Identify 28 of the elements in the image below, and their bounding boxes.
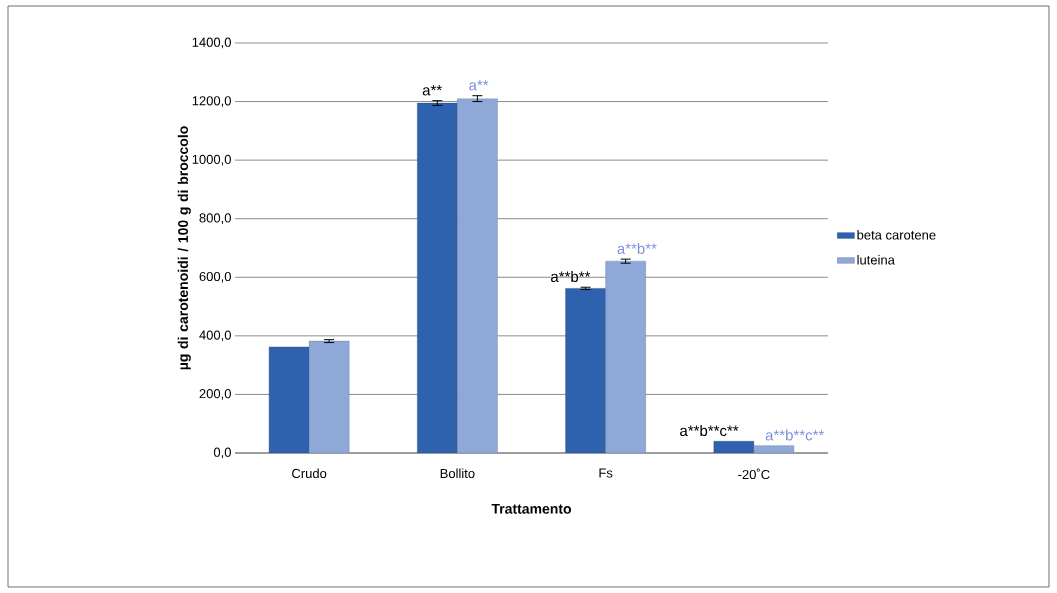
- bar: [457, 98, 498, 453]
- y-tick-label: 1400,0: [192, 37, 231, 49]
- x-tick-label: Bollito: [440, 468, 475, 479]
- data-label: a**b**: [617, 242, 657, 254]
- data-label: a**: [422, 85, 442, 96]
- data-label: a**b**: [551, 271, 591, 283]
- x-tick-label: Crudo: [292, 468, 327, 479]
- x-axis-title: Trattamento: [491, 503, 572, 514]
- legend-label: luteina: [857, 254, 895, 265]
- bar: [268, 346, 310, 453]
- bar: [605, 260, 646, 453]
- y-tick-label: 600,0: [199, 271, 231, 283]
- data-label: a**b**c**: [680, 425, 739, 437]
- y-axis-title: µg di carotenoidi / 100 g di broccolo: [177, 126, 191, 370]
- x-tick-label: Fs: [599, 468, 613, 478]
- bar: [417, 102, 458, 453]
- y-tick-label: 1000,0: [192, 154, 231, 166]
- y-tick-label: 1200,0: [192, 96, 231, 107]
- y-tick-label: 800,0: [199, 213, 231, 225]
- y-tick-label: 400,0: [199, 330, 231, 342]
- y-tick-label: 0,0: [213, 447, 231, 459]
- y-tick-label: 200,0: [199, 389, 231, 400]
- data-label: a**: [469, 80, 489, 91]
- x-tick-label: -20˚C: [738, 468, 770, 480]
- legend-label: beta carotene: [857, 230, 936, 240]
- data-label: a**b**c**: [765, 429, 825, 441]
- bar: [308, 340, 350, 453]
- bar: [565, 288, 606, 453]
